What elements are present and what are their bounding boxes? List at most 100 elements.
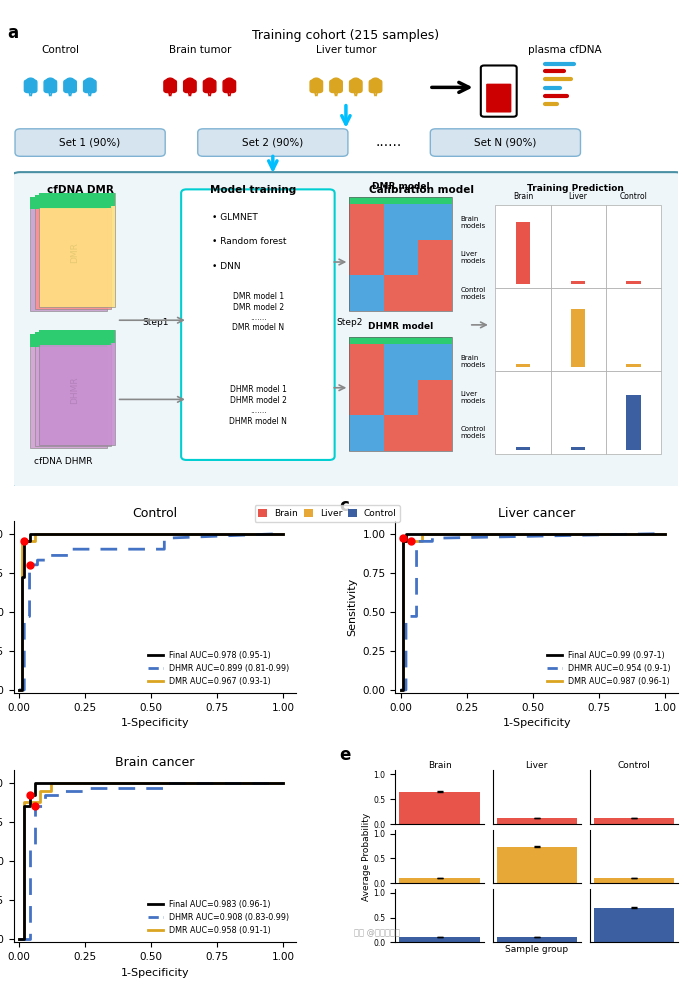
Title: Control: Control [618, 761, 650, 770]
Text: Training Prediction: Training Prediction [527, 184, 623, 192]
Bar [418, 344, 452, 380]
Legend: Final AUC=0.978 (0.95-1), DHMR AUC=0.899 (0.81-0.99), DMR AUC=0.967 (0.93-1): Final AUC=0.978 (0.95-1), DHMR AUC=0.899… [145, 648, 292, 689]
FancyBboxPatch shape [25, 80, 37, 92]
Legend: Final AUC=0.99 (0.97-1), DHMR AUC=0.954 (0.9-1), DMR AUC=0.987 (0.96-1): Final AUC=0.99 (0.97-1), DHMR AUC=0.954 … [544, 648, 674, 689]
Circle shape [206, 78, 214, 84]
X-axis label: Sample group: Sample group [506, 945, 569, 954]
Bar [384, 240, 418, 276]
FancyBboxPatch shape [369, 80, 382, 92]
Bar [418, 204, 452, 240]
Bar [626, 364, 640, 367]
Bar [30, 196, 107, 209]
Bar [30, 334, 107, 448]
Text: Calibration model: Calibration model [369, 186, 474, 195]
Text: plasma cfDNA: plasma cfDNA [528, 45, 602, 56]
Bar [497, 847, 577, 883]
Text: c: c [339, 497, 349, 515]
Bar [418, 276, 452, 310]
Text: Set N (90%): Set N (90%) [474, 138, 536, 148]
Text: Set 1 (90%): Set 1 (90%) [60, 138, 121, 148]
Text: Liver
models: Liver models [460, 391, 486, 404]
Circle shape [27, 78, 35, 84]
Text: • GLMNET: • GLMNET [212, 213, 258, 222]
Bar [571, 309, 586, 367]
Legend: Final AUC=0.983 (0.96-1), DHMR AUC=0.908 (0.83-0.99), DMR AUC=0.958 (0.91-1): Final AUC=0.983 (0.96-1), DHMR AUC=0.908… [145, 897, 292, 938]
Bar [399, 792, 479, 824]
FancyBboxPatch shape [223, 80, 236, 92]
Title: Liver cancer: Liver cancer [498, 507, 575, 520]
Text: Liver: Liver [569, 192, 588, 201]
Bar [384, 380, 418, 415]
Text: DHMR model: DHMR model [368, 322, 434, 331]
Bar [349, 196, 452, 204]
Title: Brain cancer: Brain cancer [115, 756, 195, 769]
X-axis label: 1-Specificity: 1-Specificity [121, 967, 189, 978]
Text: DHMR model 1
DHMR model 2
.......
DHMR model N: DHMR model 1 DHMR model 2 ....... DHMR m… [229, 386, 287, 426]
Circle shape [351, 78, 360, 84]
Bar [349, 196, 452, 310]
Text: Set 2 (90%): Set 2 (90%) [242, 138, 303, 148]
Bar [384, 344, 418, 380]
Bar [606, 371, 661, 454]
FancyBboxPatch shape [349, 80, 362, 92]
Bar [34, 195, 111, 310]
Circle shape [86, 78, 94, 84]
Title: Liver: Liver [525, 761, 548, 770]
Bar [384, 204, 418, 240]
Bar [384, 415, 418, 450]
Bar [349, 336, 452, 344]
FancyBboxPatch shape [15, 129, 165, 157]
Title: Control: Control [132, 507, 177, 520]
Bar [551, 288, 606, 371]
FancyBboxPatch shape [203, 80, 216, 92]
Bar [594, 878, 674, 883]
Bar [39, 193, 115, 308]
Bar [551, 371, 606, 454]
Text: a: a [7, 25, 18, 43]
Text: 知乎 @易基因科技: 知乎 @易基因科技 [353, 929, 400, 937]
Text: Control: Control [619, 192, 647, 201]
FancyBboxPatch shape [10, 173, 685, 488]
Bar [551, 205, 606, 288]
Bar [34, 195, 111, 207]
Circle shape [312, 78, 321, 84]
FancyBboxPatch shape [181, 189, 335, 460]
FancyBboxPatch shape [481, 65, 516, 117]
FancyBboxPatch shape [164, 80, 177, 92]
Circle shape [371, 78, 379, 84]
Legend: Brain, Liver, Control: Brain, Liver, Control [255, 506, 400, 522]
Bar [626, 281, 640, 285]
Bar [30, 334, 107, 347]
FancyBboxPatch shape [198, 129, 348, 157]
Bar [418, 415, 452, 450]
Text: DMR model 1
DMR model 2
.......
DMR model N: DMR model 1 DMR model 2 ....... DMR mode… [232, 293, 284, 332]
Bar [34, 332, 111, 446]
Bar [516, 446, 530, 450]
Bar [30, 196, 107, 310]
Text: cfDNA DHMR: cfDNA DHMR [34, 456, 92, 465]
Text: Training cohort (215 samples): Training cohort (215 samples) [252, 29, 440, 42]
FancyBboxPatch shape [64, 80, 76, 92]
Text: cfDNA DMR: cfDNA DMR [47, 186, 114, 195]
Text: Control
models: Control models [460, 427, 486, 439]
Circle shape [66, 78, 74, 84]
FancyBboxPatch shape [310, 80, 323, 92]
Text: Brain tumor: Brain tumor [169, 45, 231, 56]
Bar [384, 276, 418, 310]
Bar [606, 288, 661, 371]
Circle shape [47, 78, 54, 84]
X-axis label: 1-Specificity: 1-Specificity [503, 718, 571, 728]
Bar [626, 396, 640, 450]
Bar [495, 371, 551, 454]
Bar [594, 908, 674, 942]
Text: e: e [339, 746, 350, 764]
FancyBboxPatch shape [44, 80, 57, 92]
Y-axis label: Sensitivity: Sensitivity [347, 578, 357, 636]
Bar [349, 344, 384, 380]
FancyBboxPatch shape [486, 83, 512, 112]
Text: Control
models: Control models [460, 287, 486, 300]
Text: Brain
models: Brain models [460, 355, 486, 368]
Title: Brain: Brain [427, 761, 451, 770]
Text: Brain
models: Brain models [460, 215, 486, 228]
Bar [39, 193, 115, 205]
